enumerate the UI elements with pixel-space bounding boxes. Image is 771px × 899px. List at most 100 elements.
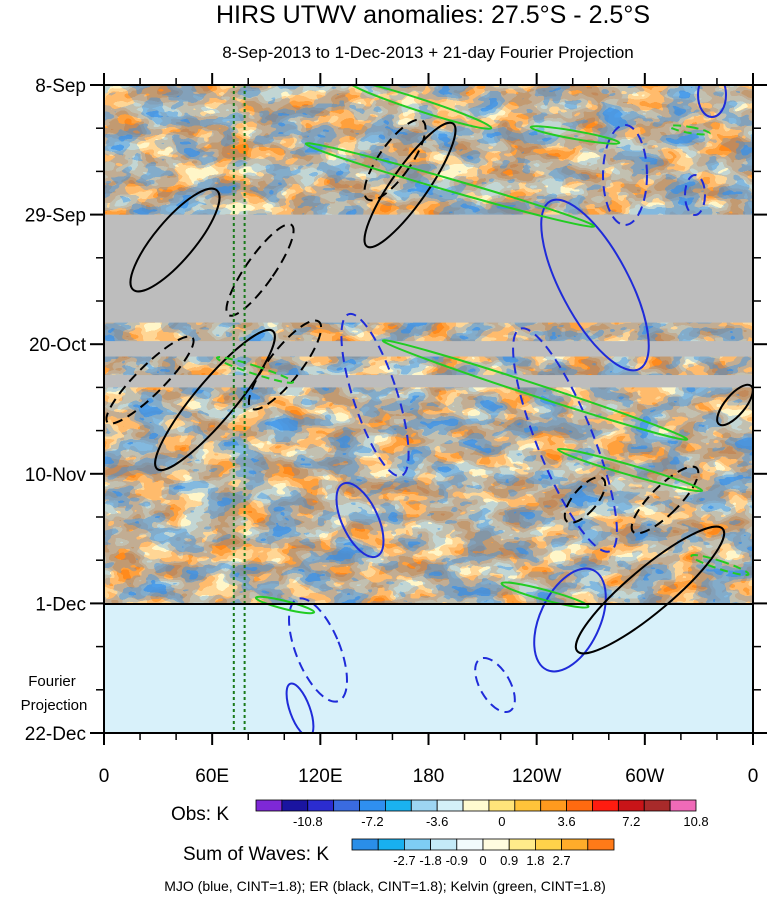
colorbar-swatch — [482, 838, 510, 851]
mjo-contour-dashed — [684, 174, 706, 216]
colorbar-swatch — [307, 799, 335, 812]
kelvin-contour-dashed — [215, 356, 295, 384]
x-tick-label: 180 — [413, 766, 445, 787]
contour-legend: MJO (blue, CINT=1.8); ER (black, CINT=1.… — [164, 878, 606, 894]
colorbar-swatch — [436, 799, 464, 812]
dotted-reference-lines — [232, 85, 246, 733]
colorbar-swatch — [385, 799, 412, 812]
mjo-contour — [533, 567, 607, 673]
er-contour-dashed — [363, 118, 427, 202]
er-contour-dashed — [247, 319, 323, 411]
colorbar-swatch — [514, 799, 542, 812]
colorbar-tick-label: -3.6 — [426, 814, 448, 829]
kelvin-contour — [304, 142, 596, 228]
colorbar-tick-label: -2.7 — [393, 853, 415, 868]
mjo-contour-dashed — [340, 312, 410, 478]
y-tick-label: 8-Sep — [35, 76, 86, 97]
er-contour-dashed — [225, 223, 295, 317]
colorbar-tick-label: 10.8 — [683, 814, 708, 829]
er-contour-dashed — [630, 465, 700, 535]
colorbar-tick-label: 1.8 — [526, 853, 544, 868]
colorbar-swatch — [333, 799, 360, 812]
mjo-contour-dashed — [288, 597, 348, 703]
obs-colorbar: -10.8 -7.2 -3.6 0 3.6 7.2 10.8 — [255, 799, 709, 829]
colorbar-swatch — [643, 799, 671, 812]
mjo-contour — [540, 198, 650, 372]
colorbar-swatch — [255, 799, 283, 812]
projection-label-line2: Projection — [21, 697, 88, 714]
colorbar-tick-label: -7.2 — [361, 814, 383, 829]
kelvin-contour-dashed — [669, 124, 711, 136]
waves-colorbar: -2.7 -1.8 -0.9 0 0.9 1.8 2.7 — [351, 838, 615, 868]
y-axis: 8-Sep 29-Sep 20-Oct 10-Nov 1-Dec 22-Dec — [25, 76, 767, 745]
colorbar-swatch — [540, 799, 567, 812]
kelvin-contour — [529, 125, 621, 145]
colorbar-swatch — [488, 799, 516, 812]
er-contour — [154, 328, 276, 472]
colorbar-swatch — [566, 799, 593, 812]
x-tick-label: 0 — [99, 766, 110, 787]
colorbar-tick-label: 0.9 — [500, 853, 518, 868]
colorbar-tick-label: 0 — [498, 814, 505, 829]
kelvin-contour — [254, 595, 316, 615]
projection-background — [104, 604, 753, 733]
er-contour — [716, 383, 753, 427]
er-contour-dashed — [105, 335, 195, 425]
kelvin-contour — [556, 447, 704, 493]
x-tick-label: 0 — [748, 766, 759, 787]
er-contour-dashed — [563, 476, 607, 524]
missing-data-bands — [104, 214, 753, 388]
kelvin-contour-dashed — [690, 553, 750, 577]
colorbar-swatch — [508, 838, 536, 851]
colorbar-swatch — [669, 799, 697, 812]
colorbar-swatch — [561, 838, 589, 851]
er-contour — [574, 525, 726, 655]
x-axis: 0 60E 120E 180 120W 60W 0 — [99, 73, 759, 787]
colorbar-swatch — [535, 838, 563, 851]
x-tick-label: 60W — [625, 766, 664, 787]
y-tick-label: 22-Dec — [25, 724, 86, 745]
y-tick-label: 20-Oct — [29, 335, 87, 356]
colorbar-swatch — [462, 799, 490, 812]
obs-colorbar-label: Obs: K — [171, 804, 229, 825]
x-tick-label: 120E — [298, 766, 342, 787]
missing-data-band — [104, 341, 753, 357]
colorbar-swatch — [592, 799, 619, 812]
mjo-contour-dashed — [512, 327, 618, 553]
colorbar-tick-label: 0 — [479, 853, 486, 868]
colorbar-swatch — [430, 838, 458, 851]
y-tick-label: 10-Nov — [25, 465, 87, 486]
x-tick-label: 60E — [195, 766, 229, 787]
colorbar-swatch — [587, 838, 615, 851]
colorbar-swatch — [617, 799, 645, 812]
mjo-contour — [335, 481, 385, 559]
colorbar-tick-label: 3.6 — [558, 814, 576, 829]
y-tick-label: 29-Sep — [25, 206, 86, 227]
colorbar-tick-label: -0.9 — [446, 853, 468, 868]
colorbar-swatch — [410, 799, 438, 812]
colorbar-swatch — [403, 838, 431, 851]
x-tick-label: 120W — [512, 766, 562, 787]
projection-label-line1: Fourier — [28, 673, 76, 690]
kelvin-contour — [381, 339, 689, 441]
mjo-contour — [285, 682, 315, 733]
kelvin-contour — [347, 85, 493, 130]
colorbar-swatch — [281, 799, 309, 812]
colorbar-tick-label: -10.8 — [293, 814, 323, 829]
waves-colorbar-label: Sum of Waves: K — [183, 844, 329, 865]
chart-subtitle: 8-Sep-2013 to 1-Dec-2013 + 21-day Fourie… — [222, 43, 634, 62]
mjo-contour-dashed — [474, 656, 516, 714]
er-contour — [129, 187, 221, 293]
plot-area — [104, 85, 753, 733]
colorbar-tick-label: 2.7 — [553, 853, 571, 868]
mjo-contour-dashed — [602, 124, 648, 226]
colorbar-tick-label: -1.8 — [419, 853, 441, 868]
kelvin-contour — [500, 581, 590, 609]
colorbar-swatch — [377, 838, 405, 851]
wave-contours — [105, 85, 753, 733]
mjo-contour — [697, 85, 727, 118]
colorbar-swatch — [456, 838, 484, 851]
y-tick-label: 1-Dec — [35, 594, 86, 615]
colorbar-swatch — [351, 838, 379, 851]
